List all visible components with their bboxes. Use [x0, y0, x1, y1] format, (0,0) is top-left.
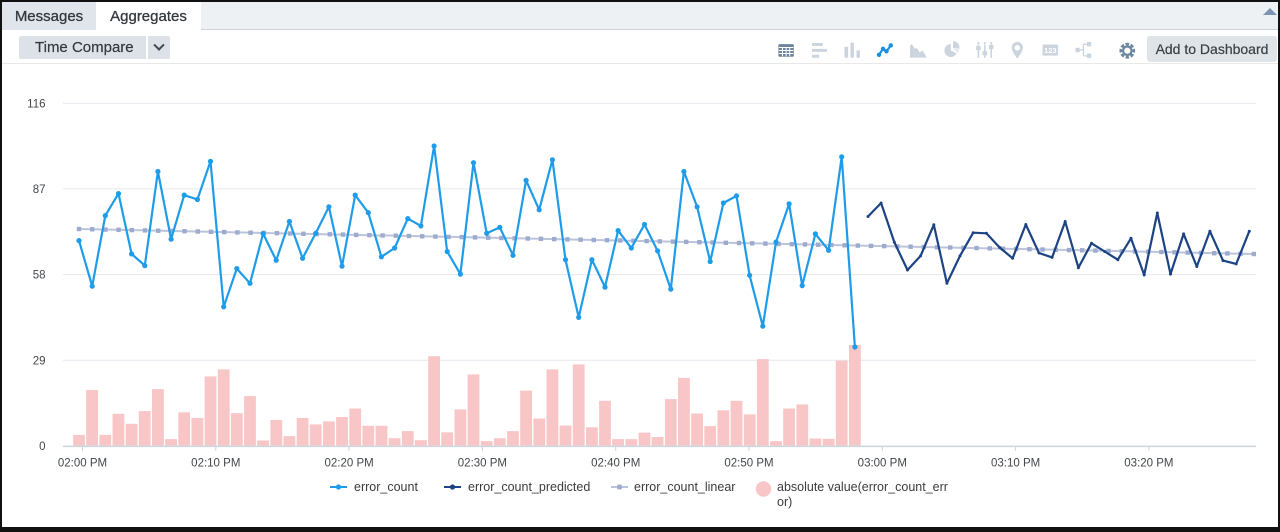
svg-text:02:10 PM: 02:10 PM: [191, 458, 240, 470]
svg-text:116: 116: [27, 98, 45, 110]
svg-text:58: 58: [33, 270, 46, 282]
svg-text:02:40 PM: 02:40 PM: [591, 458, 640, 470]
svg-text:error_count: error_count: [354, 480, 418, 494]
svg-text:02:50 PM: 02:50 PM: [724, 458, 773, 470]
svg-text:02:20 PM: 02:20 PM: [324, 458, 373, 470]
svg-text:03:10 PM: 03:10 PM: [991, 458, 1040, 470]
svg-text:87: 87: [33, 184, 46, 196]
svg-text:error_count_predicted: error_count_predicted: [468, 480, 590, 494]
svg-text:error_count_linear: error_count_linear: [634, 480, 735, 494]
svg-text:02:00 PM: 02:00 PM: [58, 458, 107, 470]
svg-text:02:30 PM: 02:30 PM: [458, 458, 507, 470]
svg-text:29: 29: [33, 355, 46, 367]
svg-text:03:20 PM: 03:20 PM: [1124, 458, 1173, 470]
svg-text:or): or): [777, 495, 792, 509]
svg-text:0: 0: [39, 441, 45, 453]
svg-text:absolute value(error_count_err: absolute value(error_count_err: [777, 480, 948, 494]
svg-text:123: 123: [1044, 46, 1057, 55]
svg-text:03:00 PM: 03:00 PM: [858, 458, 907, 470]
